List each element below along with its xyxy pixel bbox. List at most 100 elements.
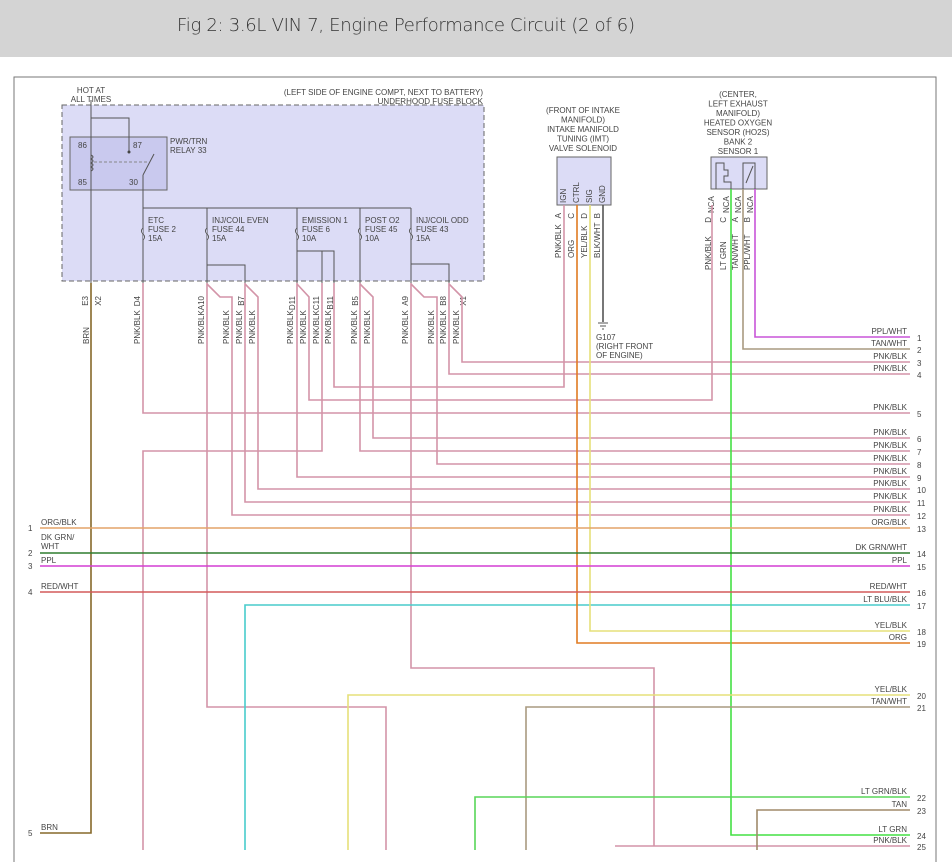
right-row-wire-label: RED/WHT <box>870 582 907 591</box>
imt-pin-name: IGN <box>559 189 568 203</box>
ho2s-title-line: SENSOR (HO2S) <box>706 128 769 137</box>
fuse-icon <box>409 227 413 241</box>
ground-g107: G107 (RIGHT FRONT OF ENGINE) <box>596 322 653 360</box>
fuse-icon <box>358 227 362 241</box>
fuse-block-outline <box>61 104 485 282</box>
imt-pin-letter: D <box>580 213 589 219</box>
wire-pnk-blk <box>142 283 910 414</box>
ground-icon <box>598 322 608 330</box>
fuse-number: FUSE 6 <box>302 225 331 234</box>
relay-circuit <box>89 100 155 283</box>
wire-pnk-blk <box>296 205 713 401</box>
right-row-wire-label: PNK/BLK <box>873 403 907 412</box>
imt-wire-label: YEL/BLK <box>580 225 589 258</box>
right-row-number: 22 <box>917 794 926 803</box>
ho2s-pin-name: NCA <box>707 195 716 213</box>
connector-pin-label: X1 <box>459 295 468 305</box>
ho2s-title-line: HEATED OXYGEN <box>704 119 773 128</box>
right-row-number: 24 <box>917 832 926 841</box>
fuse-name: ETC <box>148 216 164 225</box>
wire-ppl-wht <box>754 189 910 338</box>
wire-color-label: PNK/BLK <box>350 310 359 344</box>
wire-tan <box>756 809 910 850</box>
connector-pin-label: D4 <box>133 295 142 306</box>
imt-pin-letter: B <box>593 213 602 218</box>
wire-color-label: PNK/BLK <box>235 310 244 344</box>
right-row-number: 21 <box>917 704 926 713</box>
fuse-rating: 15A <box>148 234 163 243</box>
fuse-rating: 15A <box>416 234 431 243</box>
right-row-number: 20 <box>917 692 926 701</box>
imt-pin-name: GND <box>598 185 607 203</box>
right-row-wire-label: PNK/BLK <box>873 836 907 845</box>
ho2s-connector <box>710 156 768 190</box>
figure-title: Fig 2: 3.6L VIN 7, Engine Performance Ci… <box>177 15 635 36</box>
relay-pin-86: 86 <box>78 141 87 150</box>
right-row-wire-label: LT GRN <box>878 825 907 834</box>
right-row-number: 1 <box>917 334 922 343</box>
fuse-bus <box>142 207 450 283</box>
fuse-name: INJ/COIL ODD <box>416 216 469 225</box>
right-row-wire-label: PNK/BLK <box>873 492 907 501</box>
wire-pnk-blk <box>244 283 910 503</box>
wire-pnk-blk <box>244 283 910 490</box>
left-row-wire-label: BRN <box>41 823 58 832</box>
hot-at-all-times-label-2: ALL TIMES <box>71 95 111 104</box>
ho2s-pin-letter: C <box>719 217 728 223</box>
connector-pin-label: A10 <box>197 295 206 310</box>
left-row-wire-label-2: WHT <box>41 542 59 551</box>
right-row-number: 23 <box>917 807 926 816</box>
right-row-wire-label: PPL/WHT <box>871 327 907 336</box>
pwr-trn-relay <box>69 136 168 191</box>
right-row-number: 15 <box>917 563 926 572</box>
right-row-wire-label: LT GRN/BLK <box>861 787 908 796</box>
imt-wire-label: ORG <box>567 240 576 258</box>
ho2s-pin-name: NCA <box>746 195 755 213</box>
right-row-wire-label: TAN/WHT <box>871 697 907 706</box>
wire-org <box>576 205 910 644</box>
right-row-wire-label: ORG <box>889 633 907 642</box>
right-row-wire-label: YEL/BLK <box>875 685 908 694</box>
right-row-wire-label: TAN <box>892 800 908 809</box>
relay-pin-30: 30 <box>129 178 138 187</box>
right-row-wire-label: TAN/WHT <box>871 339 907 348</box>
underhood-fuse-block: (LEFT SIDE OF ENGINE COMPT, NEXT TO BATT… <box>61 86 485 283</box>
right-row-number: 19 <box>917 640 926 649</box>
right-row-number: 13 <box>917 525 926 534</box>
right-row-number: 25 <box>917 843 926 852</box>
connector-pin-label: D11 <box>288 295 297 310</box>
right-row-wire-label: PNK/BLK <box>873 364 907 373</box>
wire-color-label: BRN <box>82 327 91 344</box>
ground-location: (RIGHT FRONT <box>596 342 653 351</box>
ho2s-pin-letter: D <box>704 217 713 223</box>
imt-title-line: VALVE SOLENOID <box>549 144 617 153</box>
relay-pin-87: 87 <box>133 141 142 150</box>
imt-title-line: (FRONT OF INTAKE <box>546 106 620 115</box>
wire-color-label: PNK/BLK <box>439 310 448 344</box>
right-row-number: 10 <box>917 486 926 495</box>
right-row-number: 16 <box>917 589 926 598</box>
right-row-number: 11 <box>917 499 926 508</box>
left-row-number: 1 <box>28 524 33 533</box>
right-row-number: 8 <box>917 461 922 470</box>
diagram-frame <box>13 76 937 862</box>
right-row-number: 4 <box>917 371 922 380</box>
connector-pin-label: A9 <box>401 295 410 305</box>
imt-title-line: INTAKE MANIFOLD <box>547 125 619 134</box>
wire-pnk-blk <box>333 205 565 388</box>
wire-tan-wht <box>525 706 910 850</box>
wire-yel-blk <box>347 694 910 850</box>
right-row-number: 2 <box>917 346 922 355</box>
right-row-wire-label: PNK/BLK <box>873 428 907 437</box>
imt-title-line: MANIFOLD) <box>561 116 605 125</box>
wire-pnk-blk <box>448 283 910 363</box>
fuse-name: EMISSION 1 <box>302 216 348 225</box>
wire-color-label: PNK/BLK <box>248 310 257 344</box>
imt-valve-solenoid <box>556 156 612 206</box>
fuse-rating: 15A <box>212 234 227 243</box>
right-row-wire-label: PNK/BLK <box>873 479 907 488</box>
wire-color-label: PNK/BLK <box>197 310 206 344</box>
right-row-number: 18 <box>917 628 926 637</box>
right-row-wire-label: PNK/BLK <box>873 454 907 463</box>
right-row-number: 3 <box>917 359 922 368</box>
